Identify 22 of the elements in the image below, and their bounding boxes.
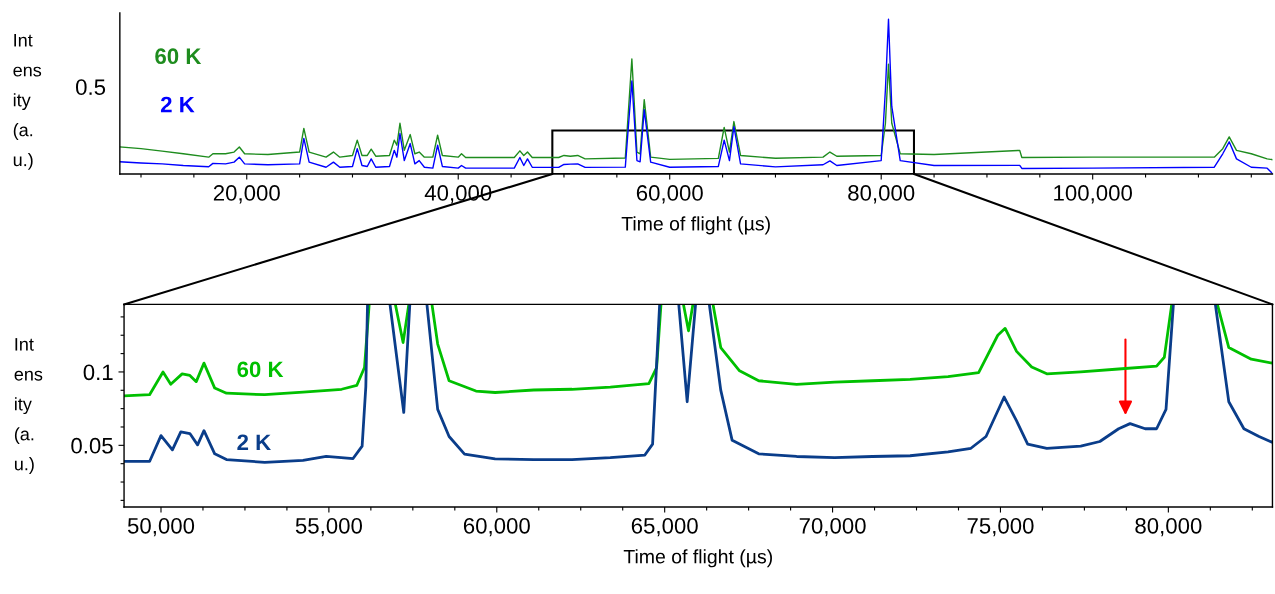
text: 0.5 <box>76 79 106 96</box>
text: 2 K <box>160 96 195 113</box>
x-tick-label: 70,000 <box>799 517 866 537</box>
y-tick-label: 0.05 <box>71 437 113 454</box>
x-tick-label: 100,000 <box>1054 185 1132 204</box>
series-label: 60 K <box>237 361 284 378</box>
x-tick-label: 75,000 <box>967 517 1034 537</box>
x-axis-title: Time of flight (µs) <box>621 216 770 235</box>
x-tick-label: 60,000 <box>463 517 530 537</box>
x-tick-label: 65,000 <box>631 517 698 537</box>
series-label: 2 K <box>237 434 271 450</box>
text: 60 K <box>155 48 202 65</box>
x-tick-label: 80,000 <box>848 185 915 204</box>
x-tick-label: 60,000 <box>636 185 703 204</box>
x-axis-title: Time of flight (µs) <box>623 549 772 568</box>
x-tick-label: 50,000 <box>127 517 195 537</box>
y-axis-title: Int ens ity (a. u.) <box>13 34 42 170</box>
x-tick-label: 55,000 <box>295 517 363 537</box>
x-tick-label: 80,000 <box>1135 517 1202 537</box>
y-axis-title: Int ens ity (a. u.) <box>14 338 43 474</box>
y-tick-label: 0.1 <box>83 364 113 381</box>
x-tick-label: 20,000 <box>213 185 280 204</box>
